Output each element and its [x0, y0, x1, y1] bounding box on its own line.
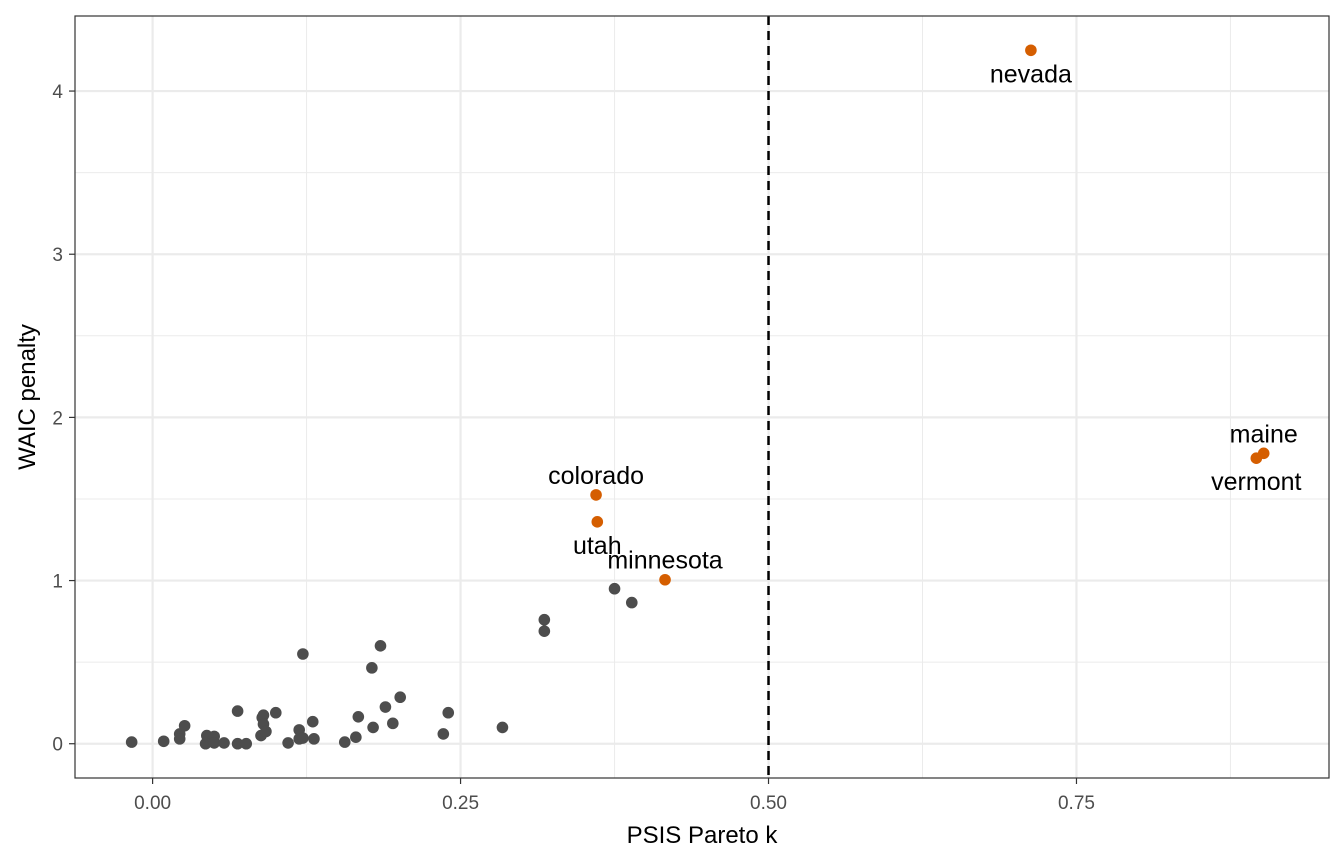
data-point — [442, 706, 455, 719]
x-tick-label: 0.00 — [134, 793, 171, 814]
y-axis-title: WAIC penalty — [14, 324, 41, 470]
y-tick-label: 2 — [52, 408, 63, 429]
data-point — [231, 737, 244, 750]
point-minnesota — [659, 573, 671, 586]
data-point — [308, 733, 320, 745]
y-tick-label: 4 — [52, 82, 63, 103]
point-utah — [591, 516, 604, 528]
data-point — [387, 717, 399, 730]
data-point — [173, 733, 186, 745]
data-point — [297, 732, 309, 744]
data-point — [538, 613, 551, 626]
data-point — [379, 701, 392, 713]
x-tick-label: 0.75 — [1058, 793, 1095, 814]
data-point — [297, 648, 309, 660]
point-label-minnesota: minnesota — [607, 547, 722, 575]
data-point — [208, 737, 220, 749]
x-axis: 0.00 0.25 0.50 0.75 — [134, 778, 1095, 814]
data-point — [157, 735, 170, 748]
data-point — [306, 715, 319, 728]
x-axis-title: PSIS Pareto k — [627, 822, 779, 849]
point-nevada — [1025, 44, 1037, 57]
data-point — [350, 731, 362, 744]
point-label-vermont: vermont — [1211, 468, 1301, 496]
data-point — [125, 736, 138, 748]
data-point — [374, 640, 387, 652]
point-colorado — [590, 489, 602, 501]
point-label-utah: utah — [573, 532, 622, 560]
y-tick-label: 3 — [52, 245, 63, 266]
x-tick-label: 0.25 — [442, 793, 479, 814]
data-point — [366, 662, 378, 674]
data-point — [496, 721, 509, 734]
y-axis: 0 1 2 3 4 — [52, 82, 75, 756]
data-point — [625, 596, 638, 609]
data-point — [240, 737, 253, 750]
data-point — [231, 705, 244, 717]
panel-border — [74, 15, 1330, 779]
point-label-colorado: colorado — [548, 462, 644, 490]
data-point — [257, 709, 270, 721]
point-vermont — [1250, 452, 1263, 464]
data-point — [608, 582, 621, 595]
data-points — [125, 44, 1270, 750]
data-point — [178, 719, 191, 732]
x-tick-label: 0.50 — [750, 793, 787, 814]
data-point — [352, 711, 365, 723]
data-point — [282, 737, 294, 749]
data-point — [437, 728, 450, 740]
y-tick-label: 1 — [52, 572, 63, 593]
data-point — [269, 706, 282, 719]
data-point — [338, 736, 351, 748]
data-point — [538, 625, 551, 637]
data-point — [367, 721, 379, 734]
data-point — [218, 737, 230, 749]
data-point — [394, 691, 407, 704]
point-label-maine: maine — [1230, 420, 1298, 448]
y-tick-label: 0 — [52, 735, 63, 756]
data-point — [260, 725, 272, 738]
point-label-nevada: nevada — [990, 60, 1072, 88]
